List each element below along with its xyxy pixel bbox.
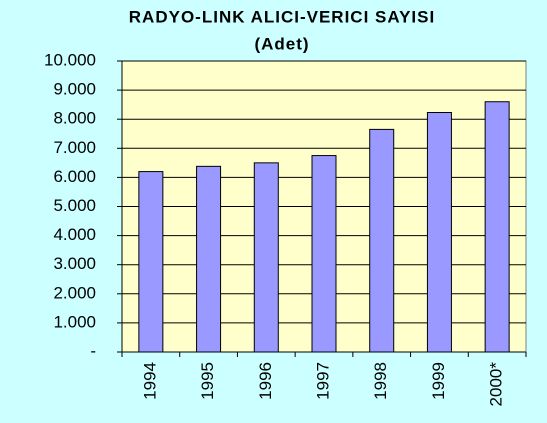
x-tick-label: 1995 — [198, 362, 217, 400]
y-tick-label: 1.000 — [53, 312, 96, 331]
bar — [196, 165, 222, 353]
bar — [369, 128, 395, 353]
bar — [138, 171, 164, 353]
y-tick-label: 4.000 — [53, 225, 96, 244]
y-tick-label: 8.000 — [53, 109, 96, 128]
y-tick-label: - — [90, 341, 96, 360]
chart-title: RADYO-LINK ALICI-VERICI SAYISI — [129, 7, 435, 26]
bar — [484, 101, 510, 353]
x-tick-label: 2000* — [487, 362, 506, 407]
x-tick-label: 1996 — [256, 362, 275, 400]
bar — [426, 112, 452, 353]
y-tick-label: 2.000 — [53, 283, 96, 302]
y-tick-label: 6.000 — [53, 167, 96, 186]
y-tick-label: 10.000 — [44, 50, 96, 69]
y-tick-label: 5.000 — [53, 196, 96, 215]
y-tick-label: 7.000 — [53, 138, 96, 157]
x-tick-label: 1998 — [371, 362, 390, 400]
x-tick-label: 1994 — [140, 362, 159, 400]
bar — [253, 162, 279, 353]
y-tick-label: 3.000 — [53, 254, 96, 273]
chart-subtitle: (Adet) — [254, 34, 309, 53]
x-tick-label: 1999 — [429, 362, 448, 400]
bar — [311, 155, 337, 353]
y-tick-label: 9.000 — [53, 80, 96, 99]
x-tick-label: 1997 — [313, 362, 332, 400]
